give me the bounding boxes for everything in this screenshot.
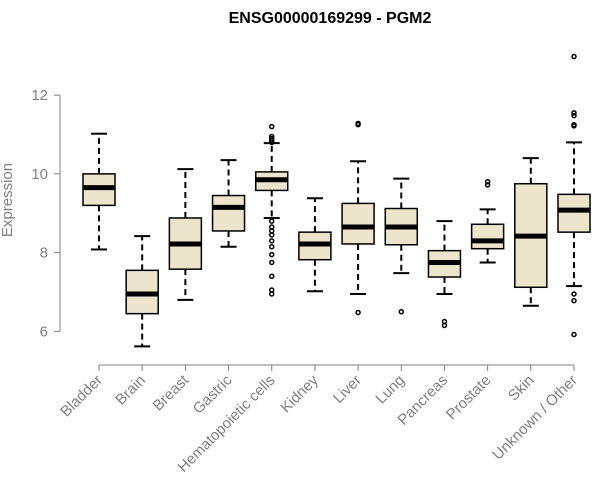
outlier-point <box>268 123 275 130</box>
outlier-point <box>355 120 361 127</box>
x-tick-label: Prostate <box>443 372 495 424</box>
x-tick-label: Kidney <box>277 371 322 416</box>
outlier-point <box>268 251 275 258</box>
x-tick-label: Brain <box>112 372 149 409</box>
box-breast <box>168 168 203 301</box>
box-gastric <box>211 159 246 248</box>
boxes-group <box>82 53 591 348</box>
y-axis-label: Expression <box>0 163 16 237</box>
box-liver <box>341 120 375 316</box>
box-brain <box>125 235 159 348</box>
y-axis: 6 8 10 12 <box>31 87 61 340</box>
box-iqr <box>470 223 505 250</box>
x-tick-label: Breast <box>150 371 193 414</box>
y-tick-label: 8 <box>40 245 48 262</box>
outlier-point <box>571 331 577 338</box>
outlier-point <box>268 224 275 230</box>
outlier-point <box>268 287 275 293</box>
outlier-point <box>571 110 577 116</box>
outlier-point <box>571 53 577 60</box>
box-pancreas <box>427 220 462 329</box>
box-lung <box>384 177 419 315</box>
outlier-point <box>441 318 448 325</box>
y-tick-label: 6 <box>40 323 48 340</box>
x-tick-label: Liver <box>330 372 365 407</box>
y-tick-label: 10 <box>31 166 48 183</box>
box-iqr <box>557 193 591 233</box>
y-tick-label: 12 <box>31 87 48 104</box>
box-skin <box>514 157 548 307</box>
outlier-point <box>571 297 577 304</box>
box-iqr <box>211 194 246 232</box>
outlier-point <box>484 182 491 188</box>
outlier-point <box>268 135 275 142</box>
outlier-point <box>571 291 577 297</box>
box-bladder <box>82 132 116 251</box>
box-prostate <box>470 179 505 264</box>
box-iqr <box>341 202 375 245</box>
box-hematopoietic-cells <box>254 123 289 297</box>
outlier-point <box>355 309 361 316</box>
outlier-point <box>268 133 275 140</box>
outlier-point <box>398 308 405 315</box>
outlier-point <box>268 243 275 250</box>
chart-title: ENSG00000169299 - PGM2 <box>229 10 432 27</box>
box-kidney <box>298 197 332 293</box>
outlier-point <box>484 179 491 185</box>
x-tick-label: Bladder <box>57 372 106 421</box>
box-unknown-other <box>557 53 591 338</box>
outlier-point <box>268 259 275 266</box>
x-tick-label: Lung <box>372 372 408 408</box>
outlier-point <box>571 121 577 128</box>
x-tick-label: Skin <box>505 372 538 405</box>
outlier-point <box>268 273 275 279</box>
outlier-point <box>268 218 275 224</box>
outlier-point <box>571 112 577 119</box>
outlier-point <box>268 238 275 244</box>
